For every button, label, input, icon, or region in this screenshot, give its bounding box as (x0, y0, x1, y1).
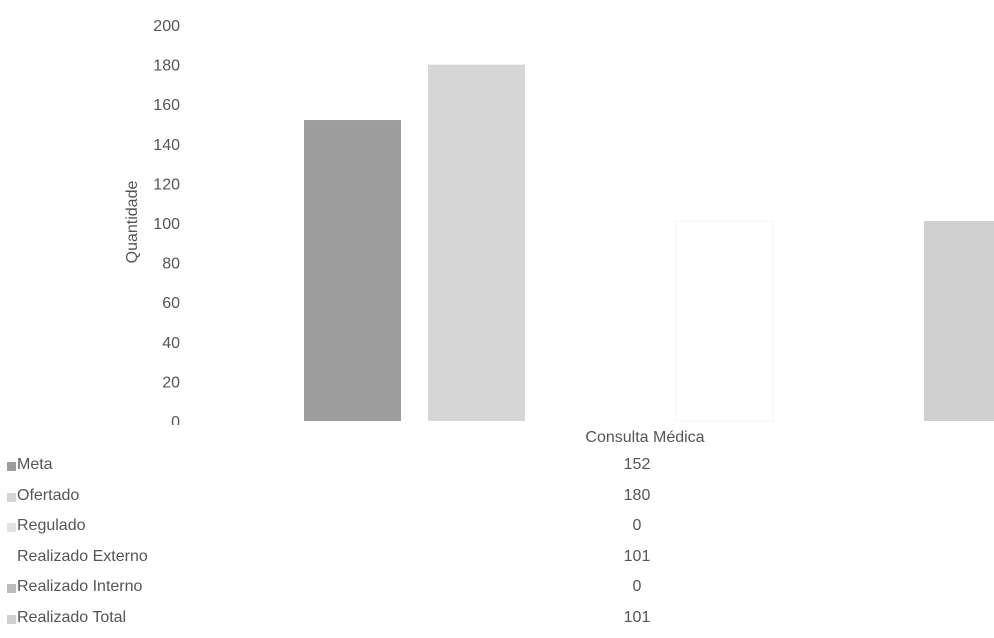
series-label: Realizado Total (17, 608, 127, 626)
y-tick-label: 60 (162, 295, 180, 312)
series-value: 180 (623, 486, 651, 504)
bar-meta (304, 120, 401, 421)
y-tick-label: 140 (153, 137, 180, 154)
table-row: Realizado Total 101 (0, 608, 994, 638)
legend-swatch (7, 462, 16, 471)
y-tick-label: 80 (162, 256, 180, 273)
bar-realizado-total (924, 221, 994, 421)
y-tick-label: 20 (162, 374, 180, 391)
series-value: 0 (632, 517, 642, 534)
y-tick-label: 160 (153, 97, 180, 114)
legend-swatch (7, 614, 16, 624)
category-header: Consulta Médica (585, 429, 705, 446)
y-tick-label: 40 (162, 335, 180, 352)
bar-ofertado (428, 64, 525, 421)
table-row: Meta 152 (0, 455, 994, 485)
legend-swatch (7, 523, 16, 532)
table-row: Ofertado 180 (0, 486, 994, 516)
chart-plot-area: 0 20 40 60 80 100 120 140 160 180 200 Quantidade (124, 18, 994, 425)
table-row: Realizado Interno 0 (0, 577, 994, 607)
series-label: Ofertado (17, 486, 80, 504)
series-value: 0 (632, 578, 642, 595)
table-row: Realizado Externo 101 (0, 547, 994, 577)
table-row: Regulado 0 (0, 516, 994, 546)
y-axis-title: Quantidade (124, 181, 141, 264)
y-tick-label: 0 (171, 414, 180, 425)
legend-swatch (7, 584, 16, 593)
series-label: Regulado (17, 517, 86, 534)
y-tick-label: 180 (153, 58, 180, 75)
series-label: Realizado Interno (17, 578, 143, 595)
series-label: Meta (17, 456, 53, 473)
series-value: 101 (623, 547, 651, 565)
y-axis-ticks: 0 20 40 60 80 100 120 140 160 180 200 (153, 18, 180, 425)
y-tick-label: 200 (153, 18, 180, 35)
series-label: Realizado Externo (17, 547, 148, 565)
bar-realizado-externo (675, 220, 774, 422)
series-value: 152 (623, 456, 651, 473)
legend-swatch (7, 553, 16, 563)
bars (304, 64, 994, 422)
y-tick-label: 100 (153, 216, 180, 233)
series-value: 101 (623, 608, 651, 626)
y-tick-label: 120 (153, 176, 180, 193)
legend-swatch (7, 492, 16, 502)
